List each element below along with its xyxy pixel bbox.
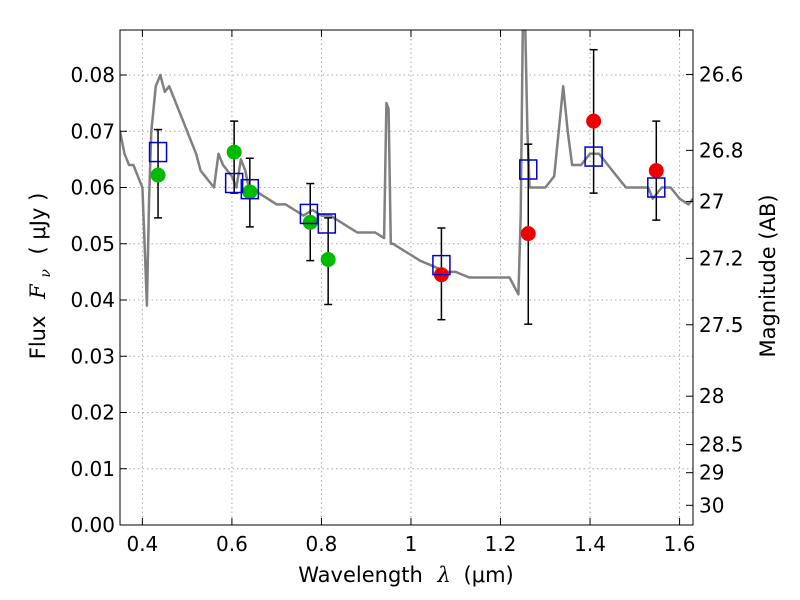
x-axis-label: Wavelength λ (μm) <box>298 563 513 587</box>
y2-tick-label: 28 <box>699 384 724 408</box>
y-axis-label: Flux F ν ( μJy ) <box>26 193 55 360</box>
x-tick-label: 1.4 <box>574 532 606 556</box>
optical-point <box>150 167 166 183</box>
y-tick-label: 0.00 <box>70 513 115 537</box>
y-tick-label: 0.02 <box>70 401 115 425</box>
axis-ticks: 0.4 0.6 0.8 1 1.2 1.4 1.6 0.00 0.01 0.02 0.03 0.04 0… <box>70 30 744 556</box>
grid <box>120 30 693 526</box>
x-tick-label: 0.6 <box>216 532 248 556</box>
y-tick-label: 0.01 <box>70 457 115 481</box>
errorbars-layer <box>154 48 661 325</box>
y2-tick-label: 27.2 <box>699 246 744 270</box>
y2-axis-label: Magnitude (AB) <box>756 194 780 357</box>
y-tick-label: 0.06 <box>70 176 115 200</box>
y2-tick-label: 26.6 <box>699 62 744 86</box>
x-tick-label: 1 <box>405 532 418 556</box>
y-tick-label: 0.04 <box>70 288 115 312</box>
plot-frame <box>119 29 694 526</box>
synthetic-square <box>299 203 319 225</box>
y2-tick-label: 30 <box>699 493 724 517</box>
synthetic-square <box>317 213 337 234</box>
synthetic-square <box>240 178 260 200</box>
x-tick-label: 1.2 <box>485 532 517 556</box>
nir-point <box>520 226 536 242</box>
photometry-points-layer <box>150 113 664 283</box>
model-sed-layer <box>120 30 693 307</box>
optical-point <box>242 184 258 200</box>
optical-point <box>302 214 318 230</box>
synthetic-square <box>647 177 666 198</box>
synthetic-squares-layer <box>148 141 666 276</box>
model-sed-line <box>120 30 693 307</box>
optical-point <box>226 144 242 160</box>
y-tick-label: 0.07 <box>70 119 115 143</box>
nir-point <box>648 163 664 179</box>
y-tick-label: 0.05 <box>70 232 115 256</box>
y2-tick-label: 29 <box>699 461 724 485</box>
y2-tick-label: 27 <box>699 190 724 214</box>
x-tick-label: 0.8 <box>306 532 338 556</box>
y-tick-label: 0.08 <box>70 63 115 87</box>
optical-point <box>320 252 336 267</box>
x-tick-label: 0.4 <box>126 532 158 556</box>
synthetic-square <box>432 254 451 276</box>
y2-tick-label: 27.5 <box>699 313 744 337</box>
synthetic-square <box>224 172 244 194</box>
y-tick-label: 0.03 <box>70 344 115 368</box>
synthetic-square <box>584 146 603 167</box>
y2-tick-label: 26.8 <box>699 138 744 162</box>
nir-point <box>586 113 602 129</box>
synthetic-square <box>148 141 168 163</box>
x-tick-label: 1.6 <box>664 532 696 556</box>
synthetic-square <box>519 159 538 180</box>
y2-tick-label: 28.5 <box>699 433 744 457</box>
